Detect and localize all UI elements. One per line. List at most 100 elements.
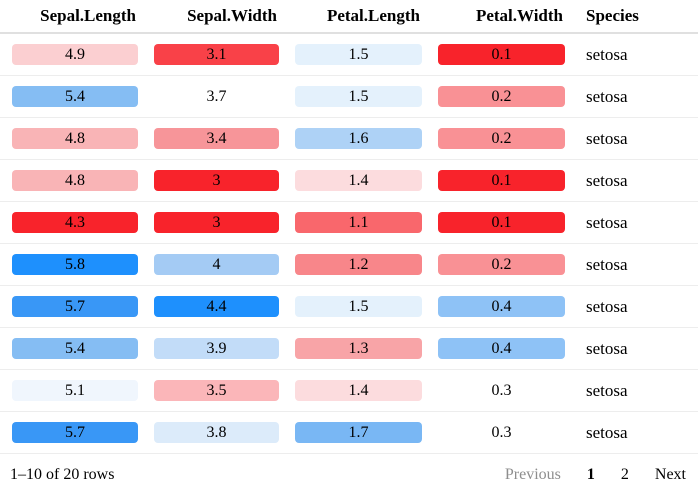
value-pill: 5.8 (12, 254, 138, 275)
value-pill: 3.5 (154, 380, 279, 401)
species-cell: setosa (586, 380, 628, 400)
numeric-cell: 0.1 (430, 170, 573, 191)
value-pill: 1.4 (295, 380, 422, 401)
numeric-cell: 4.9 (0, 44, 146, 65)
value-pill: 4 (154, 254, 279, 275)
value-pill: 1.7 (295, 422, 422, 443)
value-pill: 1.1 (295, 212, 422, 233)
value-pill: 4.9 (12, 44, 138, 65)
numeric-cell: 4.3 (0, 212, 146, 233)
value-pill: 0.3 (491, 382, 512, 399)
species-cell: setosa (586, 128, 628, 148)
numeric-cell: 5.4 (0, 338, 146, 359)
numeric-cell: 3.5 (146, 380, 287, 401)
value-pill: 5.4 (12, 338, 138, 359)
value-pill: 0.1 (438, 170, 565, 191)
next-page-button[interactable]: Next (642, 466, 688, 484)
value-pill: 4.3 (12, 212, 138, 233)
numeric-cell: 1.4 (287, 380, 430, 401)
numeric-cell: 0.1 (430, 212, 573, 233)
numeric-cell: 1.1 (287, 212, 430, 233)
previous-page-button[interactable]: Previous (505, 466, 574, 484)
value-pill: 3.4 (154, 128, 279, 149)
species-cell: setosa (586, 86, 628, 106)
value-pill: 3 (154, 212, 279, 233)
numeric-cell: 0.3 (430, 380, 573, 401)
value-pill: 0.2 (438, 254, 565, 275)
numeric-cell: 5.7 (0, 296, 146, 317)
numeric-cell: 5.7 (0, 422, 146, 443)
table-body: 4.9 3.1 1.5 0.1 setosa 5.4 3.7 1.5 0.2 setosa 4.8 3… (0, 34, 698, 454)
value-pill: 5.1 (12, 380, 138, 401)
value-pill: 4.4 (154, 296, 279, 317)
numeric-cell: 1.4 (287, 170, 430, 191)
species-cell: setosa (586, 170, 628, 190)
numeric-cell: 3.9 (146, 338, 287, 359)
value-pill: 3.7 (206, 88, 227, 105)
numeric-cell: 1.2 (287, 254, 430, 275)
value-pill: 0.2 (438, 128, 565, 149)
value-pill: 0.3 (491, 424, 512, 441)
numeric-cell: 4.8 (0, 170, 146, 191)
table-row: 5.7 3.8 1.7 0.3 setosa (0, 412, 698, 454)
value-pill: 4.8 (12, 128, 138, 149)
value-pill: 5.7 (12, 296, 138, 317)
column-header-sepal-width[interactable]: Sepal.Width (187, 6, 277, 25)
numeric-cell: 3.8 (146, 422, 287, 443)
numeric-cell: 3 (146, 212, 287, 233)
value-pill: 4.8 (12, 170, 138, 191)
species-cell: setosa (586, 212, 628, 232)
numeric-cell: 5.1 (0, 380, 146, 401)
value-pill: 1.5 (295, 86, 422, 107)
species-cell: setosa (586, 296, 628, 316)
numeric-cell: 0.2 (430, 86, 573, 107)
numeric-cell: 1.5 (287, 44, 430, 65)
numeric-cell: 4.8 (0, 128, 146, 149)
value-pill: 1.3 (295, 338, 422, 359)
value-pill: 0.1 (438, 212, 565, 233)
value-pill: 0.2 (438, 86, 565, 107)
numeric-cell: 5.8 (0, 254, 146, 275)
column-header-petal-length[interactable]: Petal.Length (326, 6, 420, 25)
numeric-cell: 0.2 (430, 128, 573, 149)
numeric-cell: 3.4 (146, 128, 287, 149)
numeric-cell: 1.5 (287, 86, 430, 107)
numeric-cell: 1.5 (287, 296, 430, 317)
value-pill: 0.1 (438, 44, 565, 65)
table-row: 4.8 3 1.4 0.1 setosa (0, 160, 698, 202)
table-header: Sepal.Length Sepal.Width Petal.Length Pe… (0, 0, 698, 34)
numeric-cell: 1.3 (287, 338, 430, 359)
value-pill: 3 (154, 170, 279, 191)
species-cell: setosa (586, 338, 628, 358)
value-pill: 1.6 (295, 128, 422, 149)
page-button-1[interactable]: 1 (574, 466, 608, 484)
value-pill: 3.8 (154, 422, 279, 443)
numeric-cell: 3.1 (146, 44, 287, 65)
table-row: 5.8 4 1.2 0.2 setosa (0, 244, 698, 286)
value-pill: 1.4 (295, 170, 422, 191)
numeric-cell: 4.4 (146, 296, 287, 317)
page-info: 1–10 of 20 rows (10, 466, 115, 483)
table-row: 5.4 3.9 1.3 0.4 setosa (0, 328, 698, 370)
value-pill: 3.9 (154, 338, 279, 359)
table-row: 5.1 3.5 1.4 0.3 setosa (0, 370, 698, 412)
page-button-2[interactable]: 2 (608, 466, 642, 484)
species-cell: setosa (586, 422, 628, 442)
column-header-sepal-length[interactable]: Sepal.Length (40, 6, 136, 25)
numeric-cell: 0.1 (430, 44, 573, 65)
numeric-cell: 4 (146, 254, 287, 275)
numeric-cell: 3 (146, 170, 287, 191)
column-header-species[interactable]: Species (586, 6, 639, 25)
table-row: 5.7 4.4 1.5 0.4 setosa (0, 286, 698, 328)
column-header-petal-width[interactable]: Petal.Width (475, 6, 563, 25)
value-pill: 5.7 (12, 422, 138, 443)
numeric-cell: 3.7 (146, 86, 287, 107)
value-pill: 3.1 (154, 44, 279, 65)
numeric-cell: 0.4 (430, 296, 573, 317)
value-pill: 1.5 (295, 296, 422, 317)
value-pill: 5.4 (12, 86, 138, 107)
value-pill: 1.5 (295, 44, 422, 65)
